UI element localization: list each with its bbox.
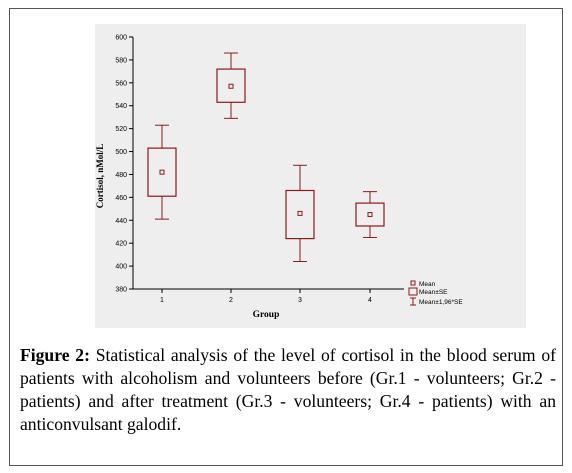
x-tick-label: 4 — [368, 297, 372, 304]
figure-caption: Figure 2: Statistical analysis of the le… — [20, 344, 556, 436]
legend-ci-label: Mean±1,96*SE — [419, 299, 463, 306]
x-tick-label: 2 — [229, 297, 233, 304]
x-tick-label: 1 — [160, 297, 164, 304]
legend-mean-symbol — [410, 280, 416, 286]
se-box — [216, 68, 246, 103]
y-tick-label: 540 — [115, 103, 127, 110]
se-box — [147, 147, 177, 197]
y-tick-label: 400 — [115, 264, 127, 271]
se-box — [285, 189, 315, 240]
x-tick-label: 3 — [298, 297, 302, 304]
box-group-4 — [355, 191, 385, 238]
y-tick-label: 500 — [115, 149, 127, 156]
mean-marker — [159, 169, 165, 175]
mean-marker — [228, 83, 234, 89]
mean-marker — [367, 212, 373, 218]
plot-background — [95, 24, 526, 328]
legend-se-symbol — [408, 287, 418, 296]
legend-mean-label: Mean — [419, 281, 436, 288]
y-axis-title: Cortisol, nMol/L — [95, 144, 105, 209]
legend-se-label: Mean±SE — [419, 289, 448, 296]
y-tick-label: 580 — [115, 57, 127, 64]
y-tick-label: 600 — [115, 35, 127, 42]
y-tick-label: 420 — [115, 241, 127, 248]
caption-text: Statistical analysis of the level of cor… — [20, 345, 556, 434]
box-group-1 — [147, 124, 177, 220]
mean-marker — [297, 210, 303, 216]
y-tick-label: 560 — [115, 80, 127, 87]
x-axis: 1 2 3 4 — [133, 288, 404, 304]
y-tick-label: 520 — [115, 126, 127, 133]
box-series — [147, 52, 385, 263]
x-axis-title: Group — [253, 310, 280, 320]
box-group-2 — [216, 52, 246, 119]
y-tick-label: 380 — [115, 287, 127, 294]
y-axis: 380 400 420 440 460 480 500 520 540 560 580 600 — [115, 35, 134, 294]
box-group-3 — [285, 164, 315, 263]
se-box — [355, 202, 385, 227]
y-tick-label: 440 — [115, 218, 127, 225]
y-tick-label: 480 — [115, 172, 127, 179]
y-tick-label: 460 — [115, 195, 127, 202]
caption-label: Figure 2: — [20, 345, 90, 365]
